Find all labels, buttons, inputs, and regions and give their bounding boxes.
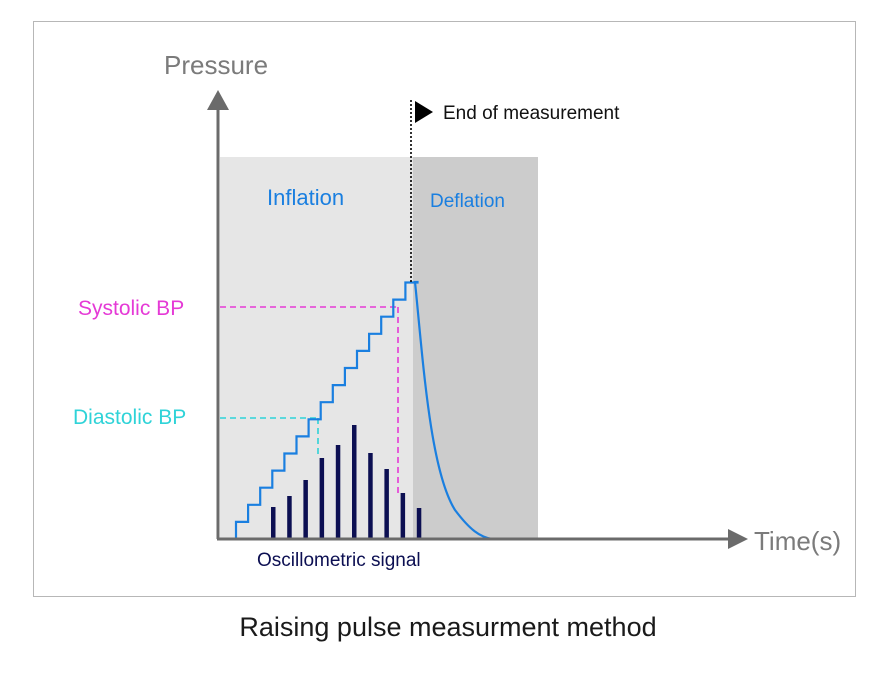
signal-bar	[400, 493, 406, 539]
inflation-label: Inflation	[267, 185, 344, 210]
x-axis-arrow-icon	[728, 529, 748, 549]
signal-bar	[384, 469, 389, 539]
signal-bar	[303, 480, 308, 539]
figure-caption: Raising pulse measurment method	[239, 612, 657, 642]
signal-bar	[416, 508, 422, 539]
signal-bar	[368, 453, 373, 539]
systolic-bp-label: Systolic BP	[78, 297, 184, 320]
end-marker-arrow-icon	[415, 101, 433, 123]
signal-bar	[287, 496, 292, 539]
oscillometric-signal-label: Oscillometric signal	[257, 550, 421, 571]
pressure-curve	[222, 280, 493, 541]
y-axis-arrow-icon	[207, 90, 229, 110]
end-of-measurement-label: End of measurement	[443, 103, 620, 124]
signal-bar	[335, 445, 341, 539]
inflation-zone	[220, 157, 413, 539]
deflation-label: Deflation	[430, 191, 505, 212]
oscillometric-signal-bars	[271, 425, 422, 539]
deflation-zone	[413, 157, 538, 539]
diastolic-bp-label: Diastolic BP	[73, 406, 186, 429]
signal-bar	[352, 425, 357, 539]
y-axis-label: Pressure	[164, 50, 268, 80]
signal-bar	[319, 458, 325, 539]
pressure-time-diagram: Pressure Time(s) End of measurement Infl…	[73, 50, 841, 571]
x-axis-label: Time(s)	[754, 526, 841, 556]
signal-bar	[271, 507, 276, 539]
